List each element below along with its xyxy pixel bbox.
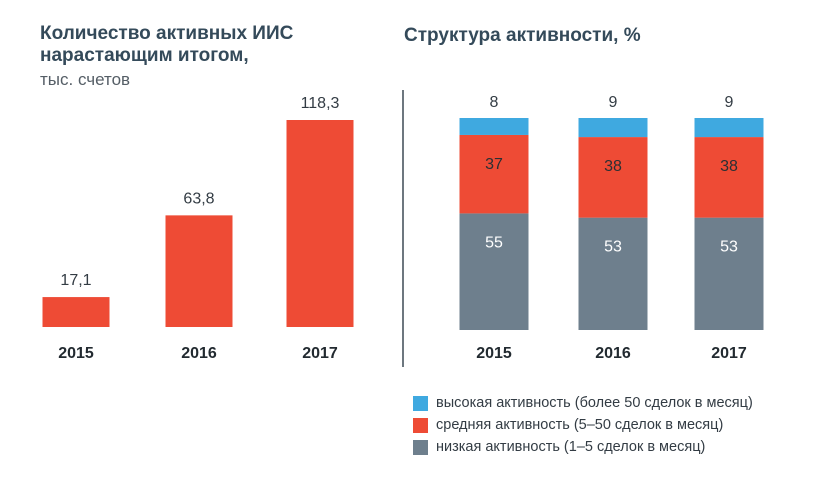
legend-item-low: низкая активность (1–5 сделок в месяц) (413, 436, 753, 458)
bar-2015 (42, 297, 110, 327)
bar-2017 (286, 120, 354, 327)
stack-medium-2016 (578, 137, 648, 218)
bar-value-label-2015: 17,1 (60, 272, 91, 289)
stack-x-tick-label-2017: 2017 (711, 345, 747, 362)
legend: высокая активность (более 50 сделок в ме… (413, 392, 753, 458)
stack-value-label-high-2015: 8 (490, 94, 499, 111)
legend-label-high: высокая активность (более 50 сделок в ме… (436, 395, 753, 411)
stack-x-tick-label-2016: 2016 (595, 345, 631, 362)
right-chart-title: Структура активности, % (404, 25, 641, 46)
legend-label-low: низкая активность (1–5 сделок в месяц) (436, 439, 706, 455)
bar-value-label-2017: 118,3 (301, 95, 340, 112)
left-chart-title: Количество активных ИИС нарастающим итог… (40, 23, 294, 66)
x-tick-label-2017: 2017 (302, 345, 338, 362)
bar-2016 (165, 215, 233, 327)
stack-low-2015 (459, 213, 529, 330)
legend-swatch-medium (413, 417, 428, 433)
stack-value-label-high-2017: 9 (725, 94, 734, 111)
stack-low-2016 (578, 217, 648, 330)
stack-value-label-medium-2015: 37 (485, 156, 503, 173)
stack-value-label-low-2015: 55 (485, 234, 503, 251)
stack-low-2017 (694, 217, 764, 330)
stack-high-2016 (578, 118, 648, 138)
stack-value-label-high-2016: 9 (609, 94, 618, 111)
stack-medium-2015 (459, 134, 529, 214)
stack-medium-2017 (694, 137, 764, 218)
stack-value-label-medium-2017: 38 (720, 158, 738, 175)
x-tick-label-2015: 2015 (58, 345, 94, 362)
x-tick-label-2016: 2016 (181, 345, 217, 362)
left-chart-subtitle: тыс. счетов (40, 70, 131, 89)
legend-item-medium: средняя активность (5–50 сделок в месяц) (413, 414, 753, 436)
stack-high-2017 (694, 118, 764, 138)
legend-label-medium: средняя активность (5–50 сделок в месяц) (436, 417, 724, 433)
stack-high-2015 (459, 118, 529, 135)
legend-item-high: высокая активность (более 50 сделок в ме… (413, 392, 753, 414)
stack-value-label-medium-2016: 38 (604, 158, 622, 175)
bar-value-label-2016: 63,8 (183, 190, 214, 207)
stack-value-label-low-2017: 53 (720, 239, 738, 256)
stack-x-tick-label-2015: 2015 (476, 345, 512, 362)
legend-swatch-high (413, 395, 428, 411)
stack-value-label-low-2016: 53 (604, 239, 622, 256)
legend-swatch-low (413, 439, 428, 455)
